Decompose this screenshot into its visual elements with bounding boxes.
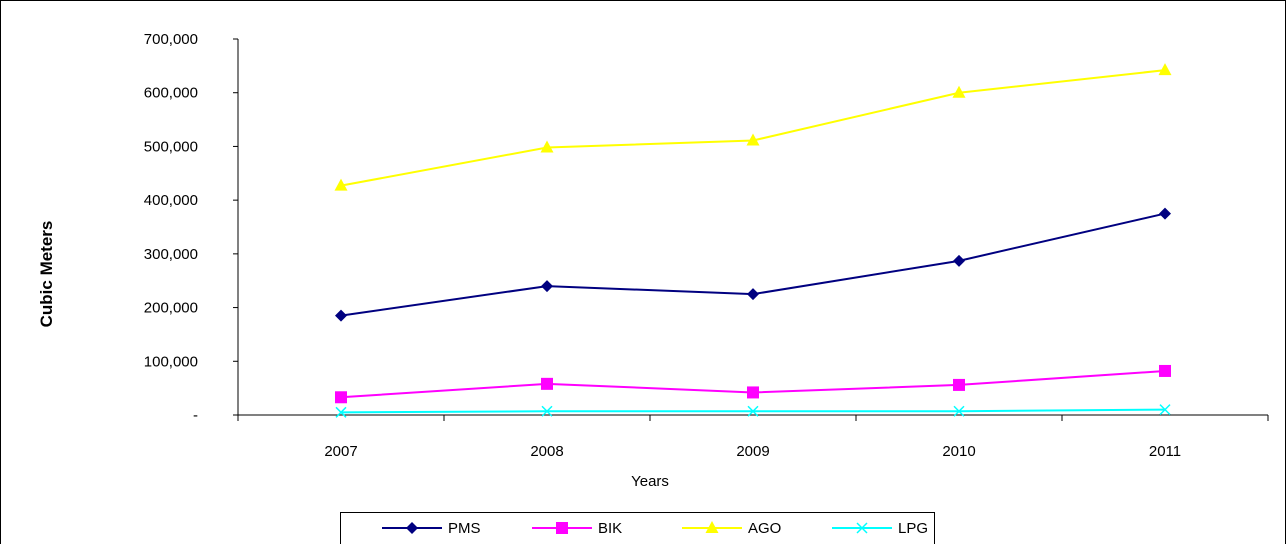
- y-tick-label: -: [193, 407, 198, 424]
- data-point-ago: [540, 140, 554, 153]
- data-point-bik: [1159, 364, 1171, 377]
- legend-marker-ago: [705, 521, 719, 533]
- legend-marker-bik: [556, 522, 568, 534]
- x-tick-label: 2010: [942, 443, 975, 460]
- data-point-bik: [541, 377, 553, 390]
- x-axis-label: Years: [631, 473, 669, 490]
- y-tick-label: 300,000: [144, 246, 198, 263]
- y-tick-label: 500,000: [144, 138, 198, 155]
- data-point-lpg: [1159, 404, 1171, 416]
- x-tick-label: 2008: [530, 443, 563, 460]
- data-point-bik: [335, 391, 347, 404]
- data-point-lpg: [953, 405, 965, 417]
- data-point-bik: [747, 386, 759, 399]
- y-tick-label: 700,000: [144, 31, 198, 48]
- legend-label-lpg: LPG: [898, 520, 928, 537]
- legend-label-pms: PMS: [448, 520, 481, 537]
- y-tick-label: 100,000: [144, 353, 198, 370]
- data-point-pms: [335, 309, 347, 322]
- data-point-lpg: [747, 405, 759, 417]
- data-point-pms: [953, 254, 965, 267]
- y-tick-label: 400,000: [144, 192, 198, 209]
- data-point-lpg: [541, 405, 553, 417]
- x-tick-label: 2007: [324, 443, 357, 460]
- data-point-bik: [953, 378, 965, 391]
- data-point-pms: [541, 280, 553, 293]
- data-point-ago: [952, 85, 966, 98]
- data-point-ago: [746, 133, 760, 146]
- y-axis-label: Cubic Meters: [37, 221, 56, 328]
- data-point-pms: [747, 288, 759, 301]
- data-point-ago: [334, 178, 348, 191]
- legend-marker-pms: [406, 522, 418, 534]
- data-point-pms: [1159, 207, 1171, 220]
- data-point-lpg: [335, 406, 347, 418]
- x-tick-label: 2009: [736, 443, 769, 460]
- y-tick-label: 600,000: [144, 85, 198, 102]
- legend-label-ago: AGO: [748, 520, 781, 537]
- legend-marker-lpg: [856, 522, 868, 534]
- legend-label-bik: BIK: [598, 520, 622, 537]
- data-point-ago: [1158, 63, 1172, 76]
- y-tick-label: 200,000: [144, 300, 198, 317]
- legend: PMS BIK AGO LPG: [340, 512, 935, 544]
- x-tick-label: 2011: [1149, 443, 1181, 460]
